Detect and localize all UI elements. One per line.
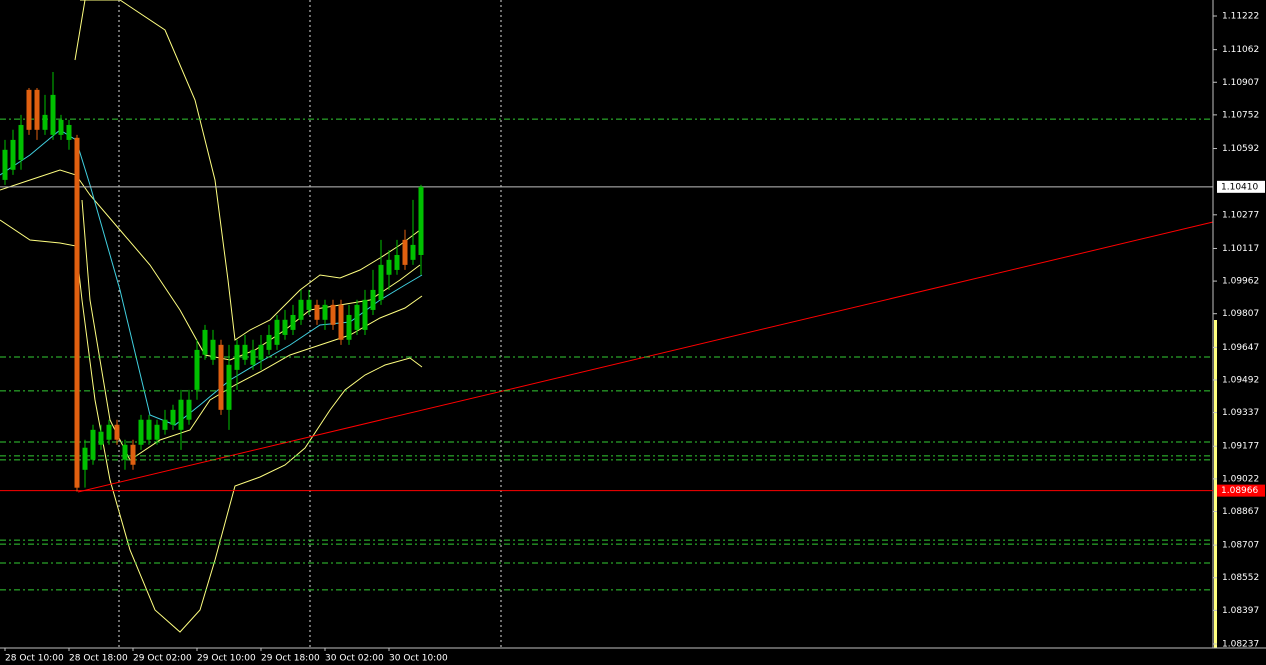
line-label-box bbox=[1217, 484, 1265, 497]
candle-body bbox=[114, 424, 120, 440]
x-tick-label: 29 Oct 18:00 bbox=[261, 654, 320, 664]
line-label: 1.08966 bbox=[1221, 486, 1258, 496]
candle-body bbox=[26, 89, 32, 130]
candle-body bbox=[242, 344, 248, 360]
candle-body bbox=[74, 137, 80, 488]
candle-body bbox=[154, 424, 160, 440]
candle-body bbox=[314, 304, 320, 320]
candle-body bbox=[34, 89, 40, 130]
candle-body bbox=[194, 349, 200, 390]
candle-body bbox=[202, 329, 208, 355]
candle-body bbox=[306, 299, 312, 310]
candle-body bbox=[122, 444, 128, 460]
candle-body bbox=[170, 409, 176, 425]
y-tick-label: 1.08867 bbox=[1222, 507, 1259, 517]
y-tick-label: 1.09337 bbox=[1222, 408, 1259, 418]
y-tick-label: 1.08237 bbox=[1222, 640, 1259, 650]
candle-body bbox=[234, 344, 240, 370]
candle-body bbox=[58, 119, 64, 135]
y-tick-label: 1.11222 bbox=[1222, 11, 1259, 21]
candle-body bbox=[290, 314, 296, 330]
y-tick-label: 1.10117 bbox=[1222, 244, 1259, 254]
y-tick-label: 1.09177 bbox=[1222, 442, 1259, 452]
candle-body bbox=[186, 399, 192, 420]
y-tick-label: 1.09807 bbox=[1222, 309, 1259, 319]
candle-body bbox=[2, 149, 8, 180]
candle-body bbox=[282, 319, 288, 335]
candle-body bbox=[10, 139, 16, 170]
y-tick-label: 1.10907 bbox=[1222, 78, 1259, 88]
upper-band bbox=[74, 0, 86, 61]
candle-body bbox=[386, 259, 392, 275]
upper-band bbox=[80, 0, 421, 341]
y-tick-label: 1.08397 bbox=[1222, 606, 1259, 616]
candle-body bbox=[266, 334, 272, 350]
candle-body bbox=[210, 339, 216, 360]
candle-body bbox=[226, 364, 232, 410]
y-tick-label: 1.09647 bbox=[1222, 343, 1259, 353]
candle-body bbox=[130, 444, 136, 465]
candle-body bbox=[354, 304, 360, 330]
candle-body bbox=[346, 314, 352, 340]
candle-body bbox=[418, 186, 424, 255]
candle-body bbox=[82, 447, 88, 470]
candle-body bbox=[274, 319, 280, 345]
y-tick-label: 1.10592 bbox=[1222, 144, 1259, 154]
y-tick-label: 1.09022 bbox=[1222, 474, 1259, 484]
y-tick-label: 1.09962 bbox=[1222, 277, 1259, 287]
candle-body bbox=[98, 431, 104, 445]
bid-label: 1.10410 bbox=[1221, 182, 1258, 192]
candle-body bbox=[362, 299, 368, 330]
y-tick-label: 1.11062 bbox=[1222, 45, 1259, 55]
candle-body bbox=[402, 239, 408, 265]
y-tick-label: 1.10752 bbox=[1222, 110, 1259, 120]
candle-body bbox=[106, 424, 112, 440]
candle-body bbox=[250, 349, 256, 365]
candle-body bbox=[138, 419, 144, 445]
candle-body bbox=[378, 264, 384, 300]
candle-body bbox=[298, 299, 304, 320]
candle-body bbox=[394, 254, 400, 270]
bid-label-box bbox=[1217, 180, 1265, 193]
y-tick-label: 1.09492 bbox=[1222, 375, 1259, 385]
candle-body bbox=[50, 94, 56, 135]
candle-body bbox=[178, 399, 184, 430]
candle-body bbox=[42, 114, 48, 130]
candle-body bbox=[162, 419, 168, 430]
y-tick-label: 1.08552 bbox=[1222, 573, 1259, 583]
candle-body bbox=[338, 304, 344, 340]
x-tick-label: 28 Oct 10:00 bbox=[5, 654, 64, 664]
x-tick-label: 30 Oct 02:00 bbox=[325, 654, 384, 664]
x-tick-label: 29 Oct 02:00 bbox=[133, 654, 192, 664]
candle-body bbox=[370, 289, 376, 310]
candle-body bbox=[90, 429, 96, 460]
candle-body bbox=[218, 344, 224, 410]
volume-indicator bbox=[1214, 320, 1217, 648]
y-tick-label: 1.08707 bbox=[1222, 541, 1259, 551]
x-tick-label: 29 Oct 10:00 bbox=[197, 654, 256, 664]
candle-body bbox=[330, 304, 336, 325]
candle-body bbox=[258, 344, 264, 360]
candle-body bbox=[18, 124, 24, 160]
candle-body bbox=[146, 419, 152, 440]
candle-body bbox=[322, 304, 328, 320]
x-tick-label: 28 Oct 18:00 bbox=[69, 654, 128, 664]
x-tick-label: 30 Oct 10:00 bbox=[389, 654, 448, 664]
y-tick-label: 1.10277 bbox=[1222, 210, 1259, 220]
candle-body bbox=[410, 244, 416, 260]
candle-body bbox=[66, 124, 72, 140]
